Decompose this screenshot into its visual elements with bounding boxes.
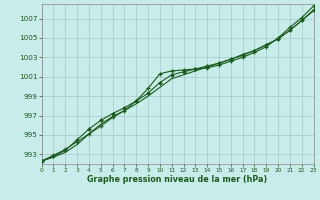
X-axis label: Graphe pression niveau de la mer (hPa): Graphe pression niveau de la mer (hPa) — [87, 175, 268, 184]
